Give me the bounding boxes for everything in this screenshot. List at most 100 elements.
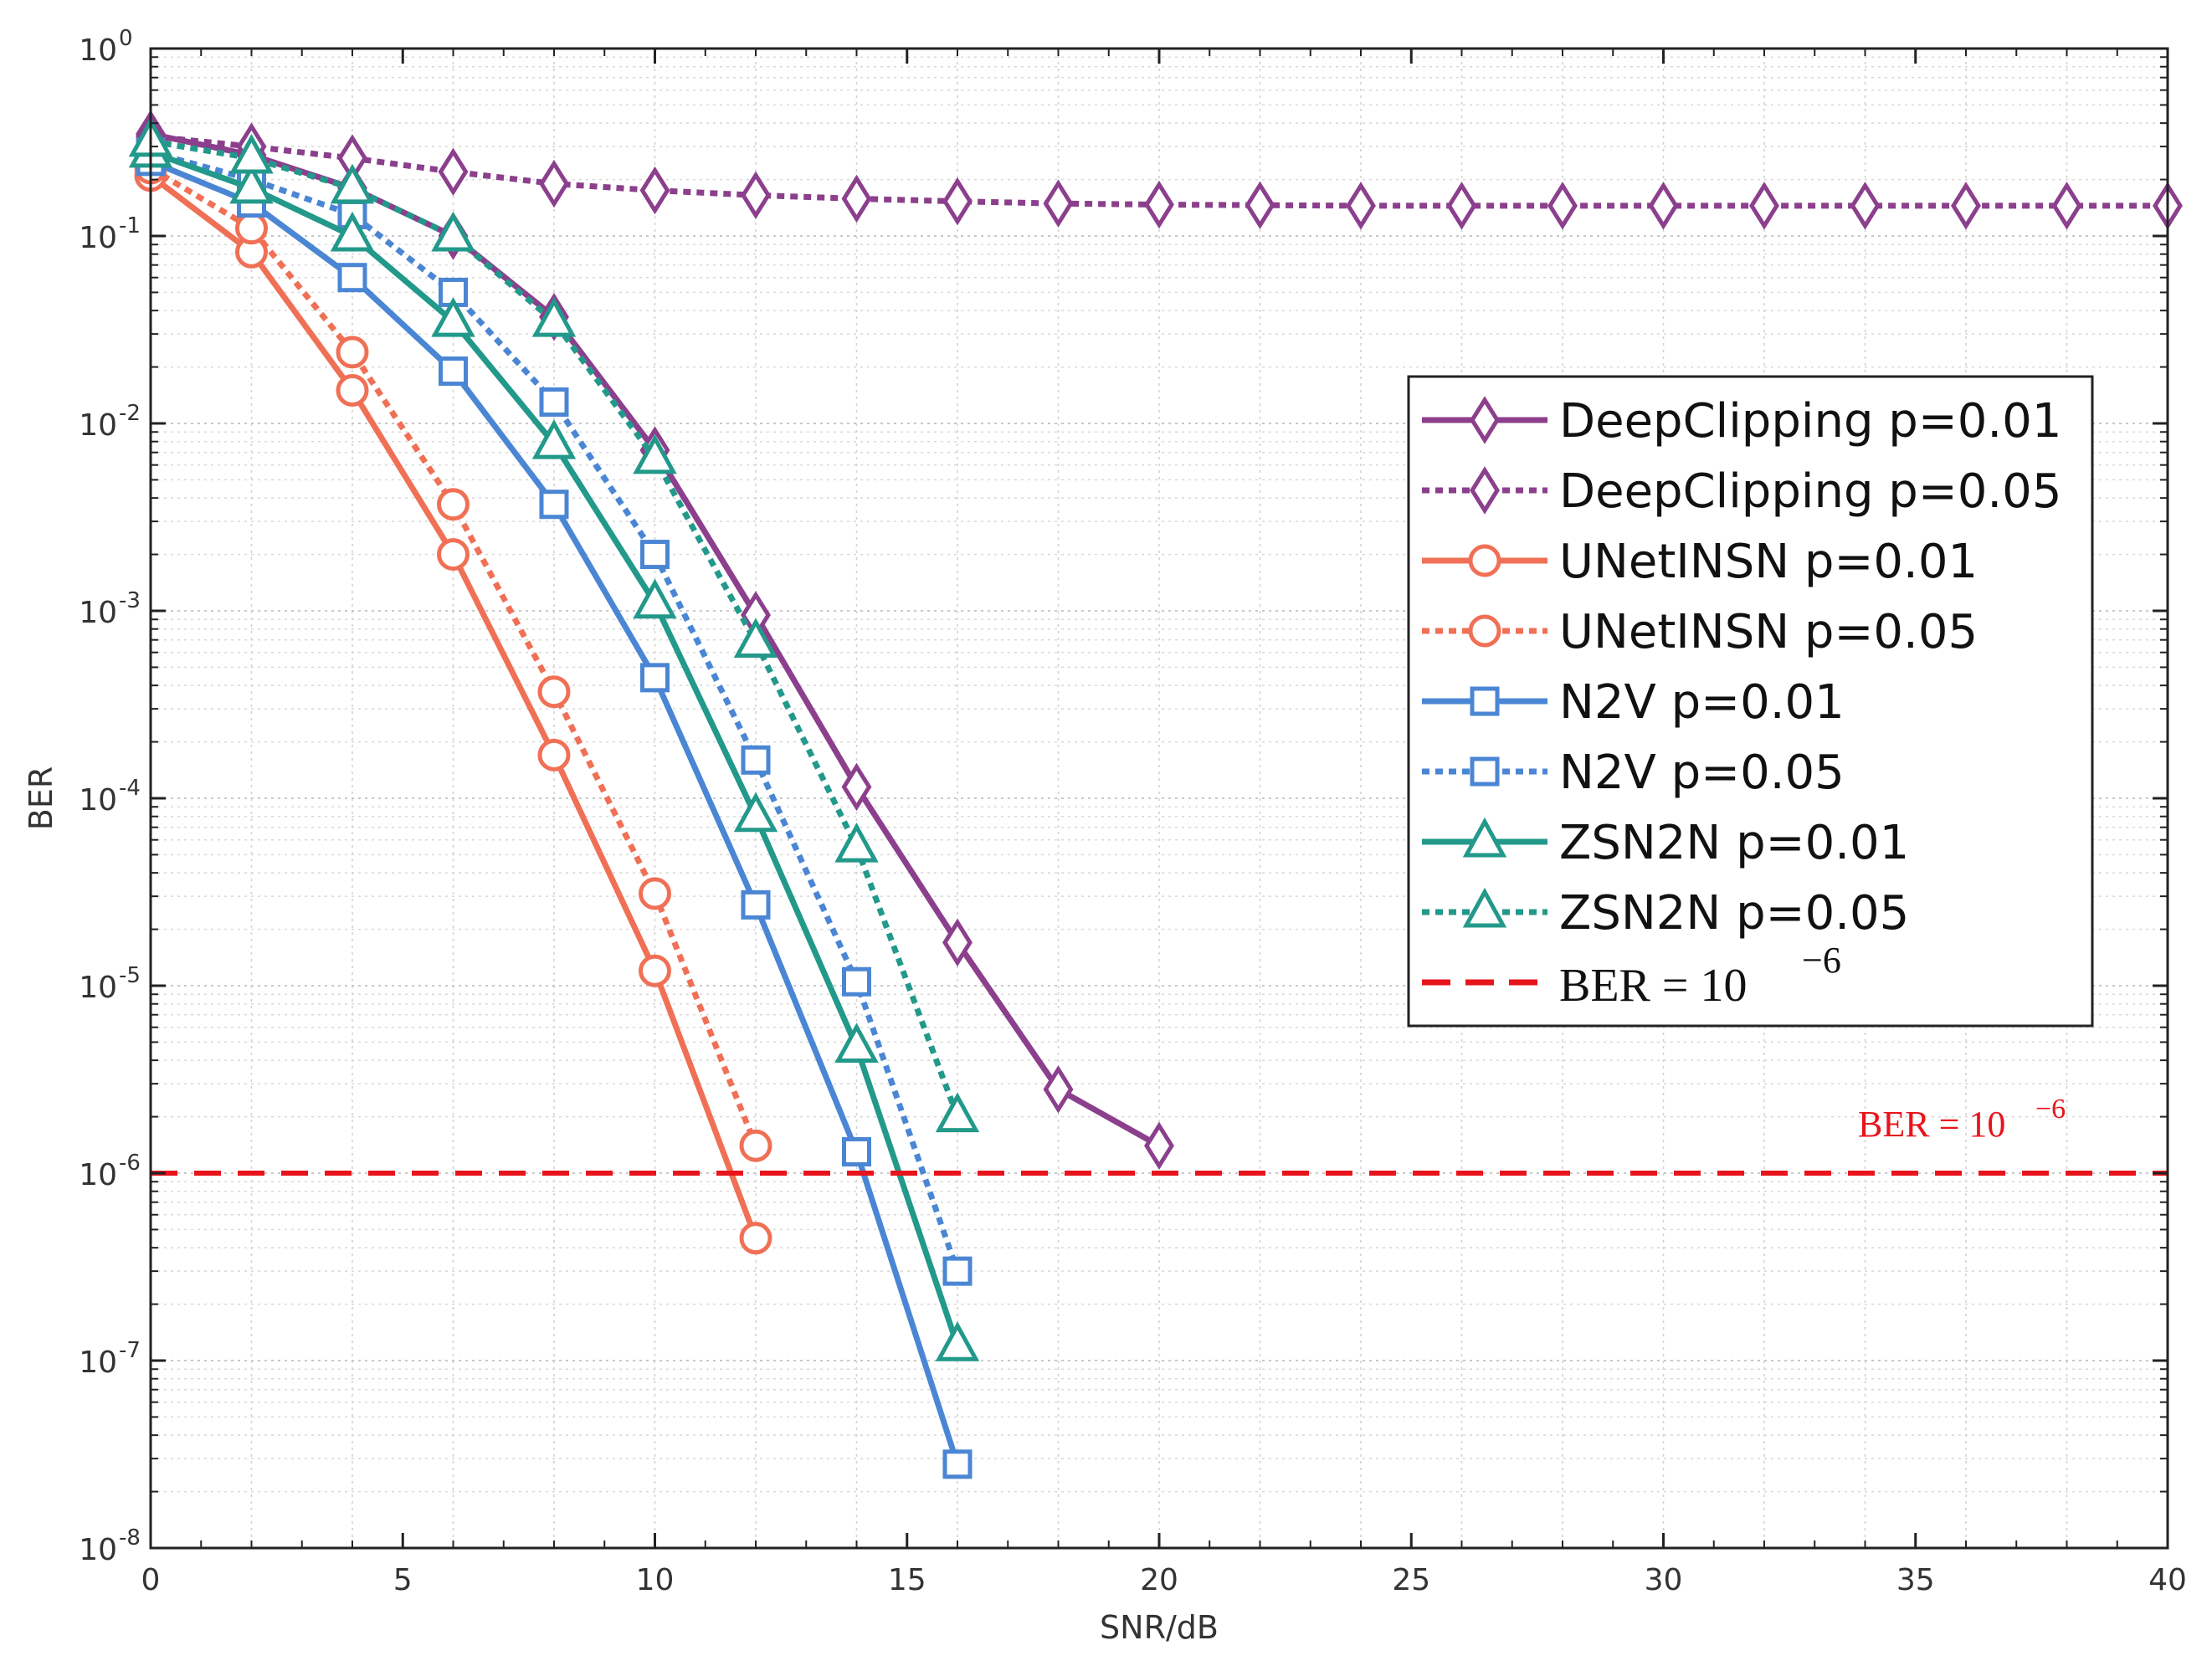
data-point (942, 918, 973, 967)
data-point (537, 675, 571, 709)
data-point (431, 296, 475, 337)
x-tick-label: 15 (888, 1563, 926, 1597)
data-point (438, 147, 469, 197)
y-tick-label-exponent: -3 (119, 588, 141, 613)
data-point (1144, 180, 1174, 229)
y-tick-label-exponent: -1 (119, 213, 141, 238)
data-point (633, 578, 677, 619)
legend-label: DeepClipping p=0.05 (1559, 464, 2061, 519)
data-point (539, 159, 569, 208)
data-point (330, 163, 375, 204)
data-point (2051, 182, 2082, 230)
data-point (935, 1092, 980, 1133)
data-point (1446, 182, 1477, 230)
data-point (1346, 182, 1376, 230)
data-point (539, 387, 569, 417)
legend-entry: UNetINSN p=0.01 (1422, 535, 1978, 589)
y-tick-label-base: 10 (79, 783, 117, 818)
data-point (531, 418, 577, 459)
data-point (741, 171, 771, 220)
data-point (639, 954, 671, 987)
data-point (942, 177, 973, 226)
data-point (841, 762, 872, 812)
data-point (337, 263, 367, 293)
legend-marker (1470, 396, 1500, 444)
data-point (733, 792, 778, 833)
data-point (639, 166, 670, 215)
data-point (640, 540, 670, 570)
legend-marker (1470, 466, 1500, 515)
data-point (330, 211, 375, 252)
y-tick-label-exponent: 0 (119, 26, 133, 51)
x-axis-label: SNR/dB (1100, 1609, 1219, 1646)
legend-marker (1462, 887, 1507, 928)
data-point (739, 1129, 772, 1162)
data-point (1850, 182, 1881, 230)
data-point (842, 1136, 871, 1166)
data-point (633, 433, 677, 474)
data-point (235, 212, 268, 245)
x-tick-label: 5 (393, 1563, 413, 1597)
legend-entry-reference: BER = 10 −6 (1422, 940, 1841, 1012)
legend: DeepClipping p=0.01 DeepClipping p=0.05 UN… (1407, 375, 2094, 1028)
x-tick-label: 35 (1896, 1563, 1935, 1597)
series-lines (128, 110, 2183, 1479)
legend-label-exponent: −6 (1802, 940, 1841, 981)
data-point (1144, 1121, 1174, 1170)
legend-entry: N2V p=0.01 (1422, 675, 1845, 730)
y-tick-label-exponent: -7 (119, 1338, 141, 1363)
legend-label: N2V p=0.01 (1559, 675, 1845, 730)
data-point (439, 356, 468, 387)
y-tick-label-base: 10 (79, 971, 117, 1005)
reference-annotation-text: BER = 10 (1858, 1104, 2005, 1145)
data-point (834, 822, 879, 863)
y-tick-label-base: 10 (79, 596, 117, 630)
data-point (841, 174, 872, 223)
y-tick-label-exponent: -6 (119, 1151, 141, 1176)
legend-marker (1468, 614, 1501, 648)
legend-entry: ZSN2N p=0.05 (1422, 886, 1909, 941)
y-tick-label-base: 10 (79, 1346, 117, 1380)
legend-label: UNetINSN p=0.01 (1559, 535, 1978, 589)
data-point (537, 738, 571, 771)
legend-entry: UNetINSN p=0.05 (1422, 605, 1978, 659)
y-tick-label-base: 10 (79, 33, 117, 68)
data-point (1749, 182, 1779, 230)
data-point (229, 133, 274, 174)
series-6 (128, 127, 980, 1361)
data-point (834, 1023, 879, 1063)
reference-annotation-exponent: −6 (2035, 1094, 2066, 1125)
data-point (935, 1321, 980, 1361)
y-axis-label: BER (23, 766, 59, 830)
data-point (539, 490, 569, 520)
reference-annotation: BER = 10 −6 (1858, 1094, 2066, 1145)
legend-label: UNetINSN p=0.05 (1559, 605, 1978, 659)
data-point (1245, 181, 1275, 229)
data-point (1043, 179, 1074, 228)
legend-label: DeepClipping p=0.01 (1559, 394, 2061, 449)
x-tick-label: 30 (1645, 1563, 1683, 1597)
legend-label: ZSN2N p=0.05 (1559, 886, 1909, 941)
data-point (431, 211, 475, 252)
data-point (1951, 182, 1981, 230)
legend-label: BER = 10 (1559, 960, 1748, 1012)
data-point (336, 374, 369, 408)
data-point (640, 663, 670, 693)
series-line (150, 138, 961, 1118)
x-tick-label: 10 (636, 1563, 675, 1597)
data-point (1043, 1065, 1074, 1114)
y-tick-label-base: 10 (79, 221, 117, 255)
y-tick-label-exponent: -5 (119, 963, 141, 988)
data-point (1547, 182, 1578, 230)
y-tick-label-base: 10 (79, 408, 117, 443)
data-point (741, 745, 771, 775)
y-tick-label-exponent: -4 (119, 776, 141, 801)
y-tick-label-exponent: -8 (119, 1525, 141, 1551)
x-tick-label: 25 (1392, 1563, 1430, 1597)
x-tick-label: 20 (1140, 1563, 1178, 1597)
legend-marker (1470, 756, 1500, 787)
y-tick-label-exponent: -2 (119, 401, 141, 426)
legend-marker (1462, 817, 1507, 858)
legend-entry: ZSN2N p=0.01 (1422, 816, 1909, 870)
